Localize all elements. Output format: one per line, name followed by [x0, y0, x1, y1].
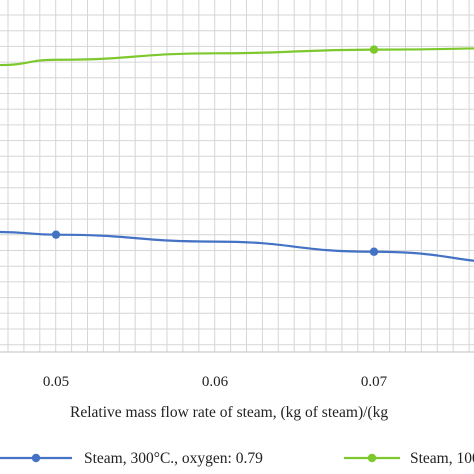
x-axis-label: Relative mass flow rate of steam, (kg of… — [70, 404, 388, 421]
legend-marker-1 — [31, 453, 41, 463]
series-layer — [0, 45, 474, 291]
series-line-2 — [0, 46, 474, 67]
series-line-1 — [0, 230, 474, 291]
x-tick-labels: 0.050.060.070.080.090.1 — [43, 374, 388, 390]
legend: Steam, 300°C., oxygen: 0.79 Steam, 1000° — [0, 450, 474, 467]
x-tick-label: 0.06 — [202, 374, 229, 390]
series-1-marker — [51, 230, 61, 239]
series-1-marker — [369, 247, 379, 256]
series-2-marker — [369, 45, 379, 54]
legend-label-1: Steam, 300°C., oxygen: 0.79 — [84, 450, 263, 467]
legend-label-2: Steam, 1000° — [410, 450, 474, 467]
x-tick-label: 0.07 — [361, 374, 388, 390]
x-tick-label: 0.05 — [43, 374, 69, 390]
legend-marker-2 — [367, 453, 377, 463]
